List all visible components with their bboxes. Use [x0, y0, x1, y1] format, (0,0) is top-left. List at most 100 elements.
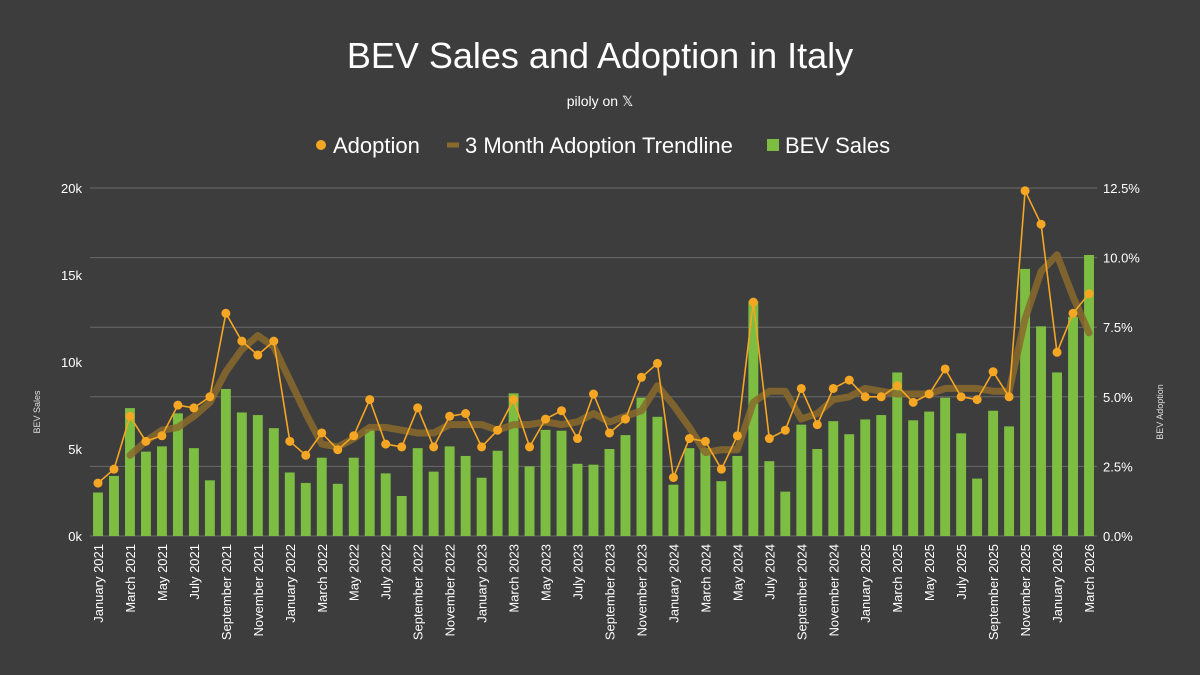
- adoption-point: [541, 414, 551, 424]
- bar: [156, 446, 167, 536]
- adoption-point: [285, 436, 295, 446]
- bar: [1036, 326, 1047, 536]
- x-tick-label: March 2023: [507, 544, 522, 613]
- x-brand-icon: 𝕏: [622, 93, 633, 109]
- x-tick-label: July 2025: [954, 544, 969, 600]
- adoption-point: [141, 436, 151, 446]
- bar: [412, 448, 423, 536]
- adoption-point: [205, 392, 215, 402]
- adoption-point: [381, 439, 391, 449]
- adoption-point: [461, 409, 471, 419]
- bar: [220, 388, 231, 536]
- adoption-point: [125, 411, 135, 421]
- right-tick-label: 10.0%: [1103, 251, 1140, 266]
- bar: [988, 410, 999, 536]
- adoption-point: [812, 420, 822, 430]
- adoption-point: [956, 392, 966, 402]
- x-tick-label: July 2023: [571, 544, 586, 600]
- right-axis-label: BEV Adoption: [1155, 384, 1165, 440]
- x-tick-label: May 2021: [155, 544, 170, 601]
- subtitle-prefix: piloly on: [567, 93, 618, 109]
- adoption-point: [317, 428, 327, 438]
- adoption-point: [684, 434, 694, 444]
- x-axis-ticks: January 2021 March 2021 May 2021 July 2021 S…: [91, 544, 1097, 640]
- left-tick-label: 0k: [68, 529, 82, 544]
- bar: [780, 491, 791, 536]
- x-tick-label: May 2022: [347, 544, 362, 601]
- x-tick-label: July 2022: [379, 544, 394, 600]
- bar: [876, 415, 887, 536]
- legend-item: Adoption: [316, 133, 420, 158]
- x-tick-label: March 2021: [123, 544, 138, 613]
- adoption-point: [828, 383, 838, 393]
- bar: [684, 448, 695, 536]
- bar: [252, 415, 263, 536]
- bar: [172, 413, 183, 536]
- bar: [828, 421, 839, 536]
- adoption-point: [445, 411, 455, 421]
- bar: [140, 451, 151, 536]
- bar: [1020, 268, 1031, 536]
- bar: [668, 484, 679, 536]
- bar: [972, 478, 983, 536]
- legend: Adoption 3 Month Adoption Trendline BEV Sa…: [316, 133, 890, 158]
- adoption-point: [940, 364, 950, 374]
- x-tick-label: July 2021: [187, 544, 202, 600]
- right-tick-label: 5.0%: [1103, 390, 1133, 405]
- bar: [812, 449, 823, 536]
- adoption-point: [604, 428, 614, 438]
- left-axis-ticks: 0k 5k 10k 15k 20k: [61, 181, 82, 544]
- x-tick-label: January 2024: [666, 544, 681, 623]
- adoption-point: [413, 403, 423, 413]
- bar: [860, 419, 871, 536]
- bar: [284, 472, 295, 536]
- x-tick-label: September 2022: [411, 544, 426, 640]
- bar: [716, 481, 727, 536]
- adoption-point: [1052, 347, 1062, 357]
- bar: [700, 448, 711, 536]
- x-tick-label: November 2023: [635, 544, 650, 637]
- legend-item: BEV Sales: [767, 133, 890, 158]
- bar: [444, 446, 455, 536]
- adoption-point: [157, 431, 167, 441]
- adoption-point: [668, 473, 678, 483]
- bar: [1052, 372, 1062, 536]
- adoption-point: [221, 308, 231, 318]
- left-tick-label: 10k: [61, 355, 82, 370]
- x-tick-label: November 2024: [826, 544, 841, 637]
- bar: [1084, 254, 1094, 537]
- bar: [796, 424, 807, 536]
- x-tick-label: September 2021: [219, 544, 234, 640]
- adoption-series: [93, 186, 1094, 488]
- adoption-point: [189, 403, 199, 413]
- bar: [460, 455, 471, 536]
- adoption-point: [349, 431, 359, 441]
- x-tick-label: January 2023: [475, 544, 490, 623]
- bar: [652, 416, 663, 536]
- adoption-point: [493, 425, 503, 435]
- bar: [268, 428, 279, 536]
- bar: [572, 463, 583, 536]
- bar: [748, 301, 759, 536]
- adoption-point: [557, 406, 567, 416]
- adoption-point: [269, 336, 279, 346]
- chart-title: BEV Sales and Adoption in Italy: [347, 35, 853, 76]
- bar: [364, 428, 375, 536]
- x-tick-label: January 2025: [858, 544, 873, 623]
- bar: [524, 466, 535, 536]
- bar: [892, 372, 903, 536]
- x-tick-label: May 2023: [539, 544, 554, 601]
- adoption-point: [397, 442, 407, 452]
- bar: [125, 408, 135, 536]
- adoption-point: [477, 442, 487, 452]
- adoption-point: [1004, 392, 1014, 402]
- adoption-point: [988, 367, 998, 377]
- bar: [844, 434, 855, 536]
- bar: [1004, 426, 1015, 536]
- left-tick-label: 20k: [61, 181, 82, 196]
- adoption-point: [764, 434, 774, 444]
- adoption-point: [429, 442, 439, 452]
- adoption-point: [780, 425, 790, 435]
- adoption-point: [908, 397, 918, 407]
- legend-label: 3 Month Adoption Trendline: [465, 133, 733, 158]
